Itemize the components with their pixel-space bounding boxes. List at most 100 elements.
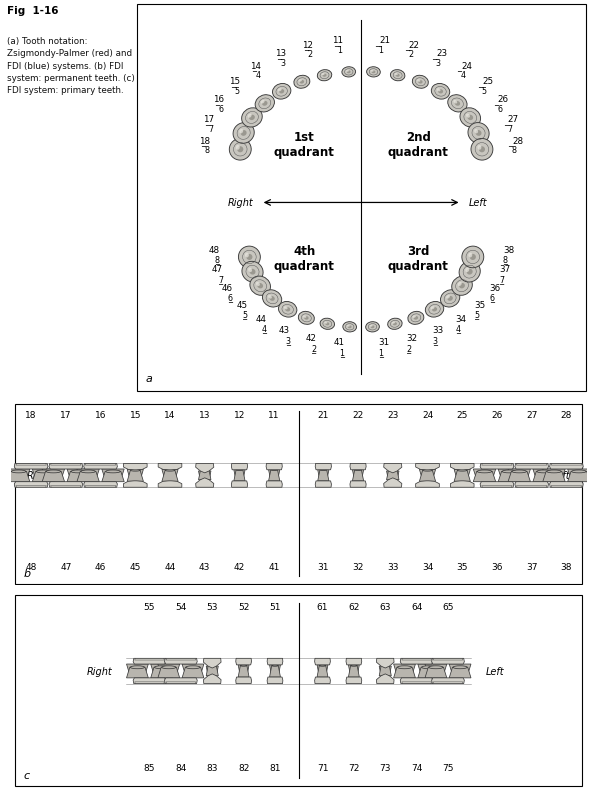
Text: 37: 37 — [499, 265, 510, 274]
Polygon shape — [376, 658, 394, 668]
Ellipse shape — [342, 67, 356, 78]
Text: 12: 12 — [234, 411, 245, 419]
Text: 24: 24 — [422, 411, 433, 419]
Ellipse shape — [421, 666, 436, 669]
Ellipse shape — [106, 471, 121, 473]
Polygon shape — [550, 464, 583, 469]
Polygon shape — [206, 666, 218, 678]
Ellipse shape — [165, 470, 175, 472]
Polygon shape — [133, 658, 166, 664]
Polygon shape — [164, 678, 197, 684]
Polygon shape — [318, 470, 329, 481]
Ellipse shape — [272, 84, 291, 100]
Ellipse shape — [388, 319, 402, 330]
Text: 23: 23 — [387, 411, 398, 419]
Polygon shape — [498, 472, 521, 482]
Text: 13: 13 — [199, 411, 210, 419]
Polygon shape — [164, 658, 197, 664]
Ellipse shape — [71, 478, 86, 481]
Polygon shape — [543, 469, 565, 480]
Ellipse shape — [468, 124, 489, 144]
Ellipse shape — [512, 478, 527, 481]
Polygon shape — [480, 464, 514, 469]
Polygon shape — [346, 658, 362, 665]
Text: 46: 46 — [95, 562, 106, 571]
Text: ̅2: ̅2 — [408, 51, 414, 59]
Text: Right: Right — [86, 666, 112, 676]
Ellipse shape — [423, 480, 433, 482]
Polygon shape — [102, 469, 124, 480]
Ellipse shape — [186, 666, 200, 669]
Polygon shape — [236, 677, 252, 684]
Polygon shape — [102, 472, 124, 482]
Text: 15: 15 — [229, 77, 241, 86]
Polygon shape — [236, 658, 252, 665]
Text: 41: 41 — [333, 338, 344, 347]
Ellipse shape — [437, 89, 440, 92]
Ellipse shape — [261, 101, 265, 104]
Text: Right: Right — [27, 471, 53, 480]
Ellipse shape — [262, 102, 268, 107]
Text: 65: 65 — [442, 602, 454, 611]
Text: 4th
quadrant: 4th quadrant — [274, 245, 335, 273]
Text: 34: 34 — [455, 314, 466, 324]
Ellipse shape — [246, 254, 252, 261]
Polygon shape — [387, 472, 399, 484]
Ellipse shape — [257, 284, 263, 289]
Polygon shape — [84, 482, 118, 488]
Polygon shape — [415, 464, 439, 470]
Text: 47: 47 — [60, 562, 72, 571]
Text: 48: 48 — [25, 562, 37, 571]
Text: ̅5: ̅5 — [235, 87, 241, 95]
Polygon shape — [126, 667, 148, 678]
Text: 62: 62 — [348, 602, 359, 611]
Ellipse shape — [162, 666, 176, 669]
Ellipse shape — [502, 478, 517, 481]
Ellipse shape — [391, 71, 405, 82]
Polygon shape — [151, 664, 173, 674]
Polygon shape — [14, 482, 48, 488]
Text: Left: Left — [552, 471, 571, 480]
Polygon shape — [450, 464, 474, 470]
Text: 22: 22 — [408, 41, 420, 50]
Text: 23: 23 — [437, 49, 447, 59]
Text: 31: 31 — [378, 338, 389, 347]
Text: ̅2: ̅2 — [309, 51, 314, 59]
Ellipse shape — [304, 317, 309, 320]
Ellipse shape — [165, 480, 175, 482]
Ellipse shape — [229, 140, 251, 161]
Ellipse shape — [269, 297, 275, 302]
Text: 36: 36 — [491, 562, 503, 571]
Ellipse shape — [355, 480, 362, 482]
Polygon shape — [124, 464, 147, 470]
Polygon shape — [454, 470, 470, 481]
Ellipse shape — [154, 674, 168, 676]
Ellipse shape — [366, 67, 380, 78]
Polygon shape — [126, 664, 148, 674]
Text: 72: 72 — [348, 763, 359, 772]
Polygon shape — [231, 481, 248, 488]
Ellipse shape — [248, 269, 252, 273]
Text: 84: 84 — [175, 763, 187, 772]
Ellipse shape — [382, 678, 389, 679]
Polygon shape — [14, 464, 48, 469]
Polygon shape — [515, 464, 548, 469]
Ellipse shape — [271, 480, 278, 482]
Ellipse shape — [320, 470, 327, 471]
Text: 46: 46 — [222, 284, 233, 293]
Polygon shape — [533, 469, 556, 480]
Ellipse shape — [298, 312, 314, 325]
Ellipse shape — [320, 480, 327, 482]
Ellipse shape — [322, 74, 324, 76]
Polygon shape — [387, 468, 399, 480]
Text: a: a — [146, 374, 152, 383]
Polygon shape — [199, 468, 211, 480]
Polygon shape — [346, 677, 362, 684]
Text: 14: 14 — [250, 62, 261, 71]
Text: 8̲: 8̲ — [503, 255, 508, 264]
Ellipse shape — [397, 674, 411, 676]
Ellipse shape — [440, 290, 460, 308]
Text: 33: 33 — [387, 562, 398, 571]
Ellipse shape — [11, 478, 26, 481]
Text: 42: 42 — [306, 334, 316, 343]
